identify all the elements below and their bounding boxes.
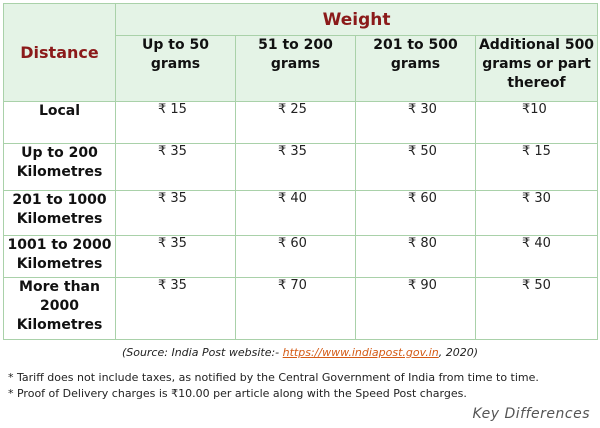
weight-column-header: Additional 500 grams or part thereof <box>474 35 599 102</box>
tariff-cell: ₹ 80 <box>355 235 476 278</box>
tariff-cell: ₹ 15 <box>474 143 599 191</box>
table-row: Local ₹ 15 ₹ 25 ₹ 30 ₹10 <box>3 101 599 144</box>
distance-header: Distance <box>3 3 116 102</box>
tariff-cell: ₹ 50 <box>474 277 599 340</box>
tariff-cell: ₹ 90 <box>355 277 476 340</box>
tariff-cell: ₹ 35 <box>235 143 356 191</box>
tariff-cell: ₹ 35 <box>115 235 236 278</box>
tariff-cell: ₹ 30 <box>474 190 599 236</box>
distance-label: More than 2000 Kilometres <box>3 277 116 340</box>
weight-column-header: 51 to 200 grams <box>235 35 356 102</box>
tariff-cell: ₹ 60 <box>355 190 476 236</box>
distance-label: Local <box>3 101 116 144</box>
table-row: More than 2000 Kilometres ₹ 35 ₹ 70 ₹ 90… <box>3 277 599 340</box>
tariff-cell: ₹10 <box>474 101 599 144</box>
tariff-cell: ₹ 15 <box>115 101 236 144</box>
tariff-cell: ₹ 30 <box>355 101 476 144</box>
brand-watermark: Key Differences <box>472 406 590 422</box>
tariff-table: Distance Weight Up to 50 grams 51 to 200… <box>3 3 599 340</box>
tariff-cell: ₹ 50 <box>355 143 476 191</box>
table-row: 201 to 1000 Kilometres ₹ 35 ₹ 40 ₹ 60 ₹ … <box>3 190 599 236</box>
tariff-cell: ₹ 35 <box>115 190 236 236</box>
proof-of-delivery-note: * Proof of Delivery charges is ₹10.00 pe… <box>8 387 467 400</box>
weight-column-header: Up to 50 grams <box>115 35 236 102</box>
weight-column-header: 201 to 500 grams <box>355 35 476 102</box>
tariff-cell: ₹ 60 <box>235 235 356 278</box>
source-suffix: , 2020) <box>438 346 479 359</box>
distance-label: Up to 200 Kilometres <box>3 143 116 191</box>
source-prefix: (Source: India Post website:- <box>121 346 283 359</box>
tariff-cell: ₹ 35 <box>115 277 236 340</box>
distance-label: 1001 to 2000 Kilometres <box>3 235 116 278</box>
source-citation: (Source: India Post website:- https://ww… <box>0 346 600 359</box>
table-row: 1001 to 2000 Kilometres ₹ 35 ₹ 60 ₹ 80 ₹… <box>3 235 599 278</box>
weight-header: Weight <box>114 3 599 36</box>
tariff-cell: ₹ 25 <box>235 101 356 144</box>
table-row: Up to 200 Kilometres ₹ 35 ₹ 35 ₹ 50 ₹ 15 <box>3 143 599 191</box>
tariff-cell: ₹ 40 <box>474 235 599 278</box>
india-post-link[interactable]: https://www.indiapost.gov.in <box>282 346 439 359</box>
distance-label: 201 to 1000 Kilometres <box>3 190 116 236</box>
tariff-cell: ₹ 70 <box>235 277 356 340</box>
tariff-cell: ₹ 40 <box>235 190 356 236</box>
tax-note: * Tariff does not include taxes, as noti… <box>8 371 539 384</box>
tariff-cell: ₹ 35 <box>115 143 236 191</box>
